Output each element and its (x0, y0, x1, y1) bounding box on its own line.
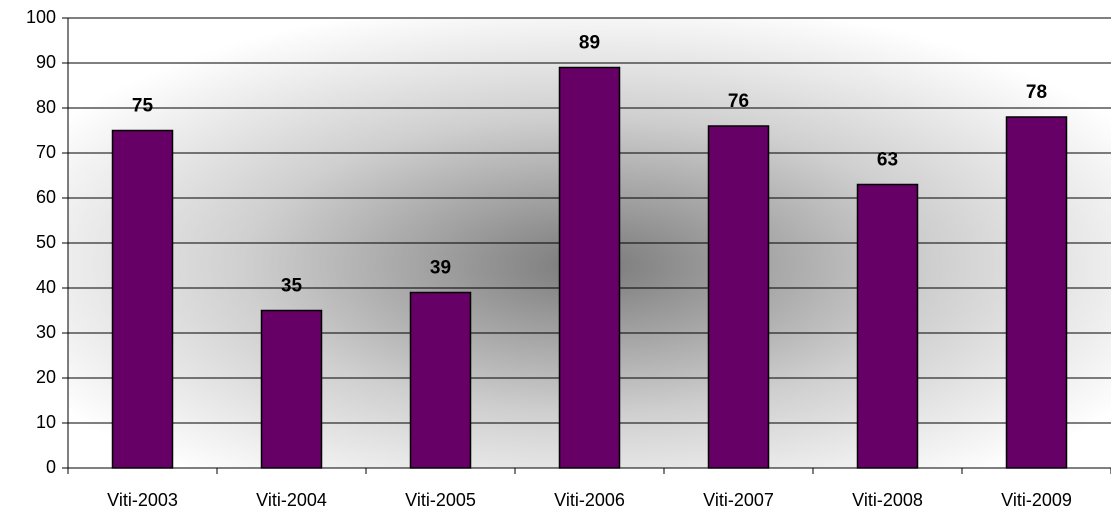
x-tick-label: Viti-2008 (852, 490, 923, 510)
y-tick-label: 60 (36, 187, 56, 207)
data-label: 76 (728, 91, 749, 112)
y-tick-label: 50 (36, 232, 56, 252)
data-label: 89 (579, 33, 600, 54)
x-tick-label: Viti-2007 (703, 490, 774, 510)
data-label: 78 (1026, 82, 1047, 103)
y-tick-label: 0 (46, 457, 56, 477)
y-tick-label: 70 (36, 142, 56, 162)
y-tick-label: 40 (36, 277, 56, 297)
x-tick-label: Viti-2009 (1001, 490, 1072, 510)
y-tick-label: 80 (36, 97, 56, 117)
bar (260, 309, 323, 469)
bar (1005, 116, 1068, 469)
data-label: 35 (281, 276, 303, 297)
y-tick-label: 90 (36, 52, 56, 72)
bar (409, 291, 472, 469)
bar (111, 129, 174, 469)
y-tick-label: 100 (26, 7, 56, 27)
bar (558, 66, 621, 469)
x-tick-label: Viti-2003 (107, 490, 178, 510)
x-tick-label: Viti-2004 (256, 490, 327, 510)
x-tick-label: Viti-2005 (405, 490, 476, 510)
y-tick-label: 30 (36, 322, 56, 342)
bar (707, 125, 770, 469)
x-tick-label: Viti-2006 (554, 490, 625, 510)
data-label: 39 (430, 258, 451, 279)
data-label: 75 (132, 96, 154, 117)
bar (856, 183, 919, 469)
y-tick-label: 10 (36, 412, 56, 432)
y-tick-label: 20 (36, 367, 56, 387)
data-label: 63 (877, 150, 898, 171)
